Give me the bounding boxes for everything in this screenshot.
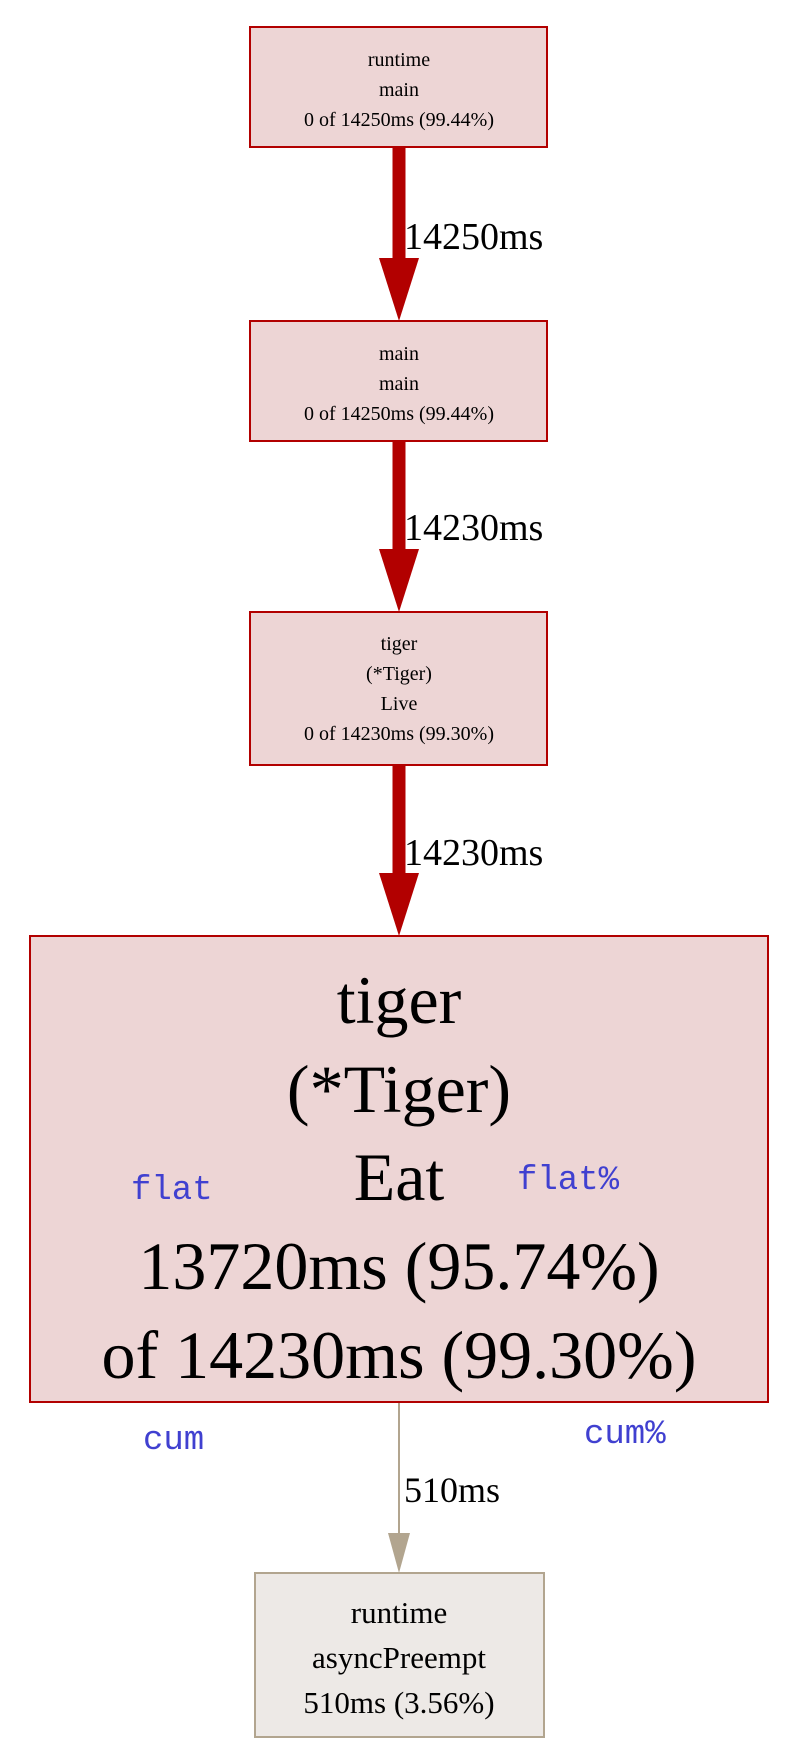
- node-package: tiger: [381, 633, 418, 655]
- node-stats: 0 of 14230ms (99.30%): [304, 723, 494, 745]
- edge-label: 14230ms: [404, 507, 543, 549]
- annotation-cum-pct: cum%: [584, 1416, 666, 1454]
- node-stats: 0 of 14250ms (99.44%): [304, 109, 494, 131]
- node-runtime-asyncpreempt[interactable]: runtime asyncPreempt 510ms (3.56%): [254, 1572, 545, 1738]
- edge-eat-to-asyncpreempt: 510ms: [388, 1402, 500, 1573]
- edge-label: 510ms: [404, 1470, 500, 1510]
- node-stats: 510ms (3.56%): [303, 1685, 494, 1720]
- edge-live-to-eat: 14230ms: [379, 765, 543, 936]
- edge-label: 14250ms: [404, 216, 543, 258]
- node-main-main[interactable]: main main 0 of 14250ms (99.44%): [249, 320, 548, 442]
- node-package: runtime: [368, 49, 430, 71]
- node-receiver: (*Tiger): [366, 663, 432, 685]
- edge-runtime-main-to-main-main: 14250ms: [379, 147, 543, 321]
- node-package: main: [379, 343, 419, 365]
- node-receiver: (*Tiger): [287, 1051, 511, 1127]
- node-function: main: [379, 373, 419, 395]
- node-tiger-eat[interactable]: tiger (*Tiger) Eat 13720ms (95.74%) of 1…: [29, 935, 769, 1403]
- annotation-cum: cum: [143, 1422, 204, 1460]
- node-function: main: [379, 79, 419, 101]
- annotation-flat: flat: [131, 1172, 213, 1210]
- node-function: Live: [381, 693, 418, 715]
- node-function: Eat: [354, 1139, 445, 1215]
- edge-label: 14230ms: [404, 832, 543, 874]
- edge-main-to-tiger-live: 14230ms: [379, 441, 543, 612]
- node-cum-stats: of 14230ms (99.30%): [102, 1317, 697, 1393]
- node-stats: 0 of 14250ms (99.44%): [304, 403, 494, 425]
- node-package: tiger: [337, 962, 462, 1038]
- node-flat-stats: 13720ms (95.74%): [138, 1228, 659, 1304]
- node-package: runtime: [351, 1595, 447, 1630]
- node-function: asyncPreempt: [312, 1640, 486, 1675]
- node-tiger-live[interactable]: tiger (*Tiger) Live 0 of 14230ms (99.30%…: [249, 611, 548, 766]
- node-runtime-main[interactable]: runtime main 0 of 14250ms (99.44%): [249, 26, 548, 148]
- annotation-flat-pct: flat%: [517, 1162, 620, 1200]
